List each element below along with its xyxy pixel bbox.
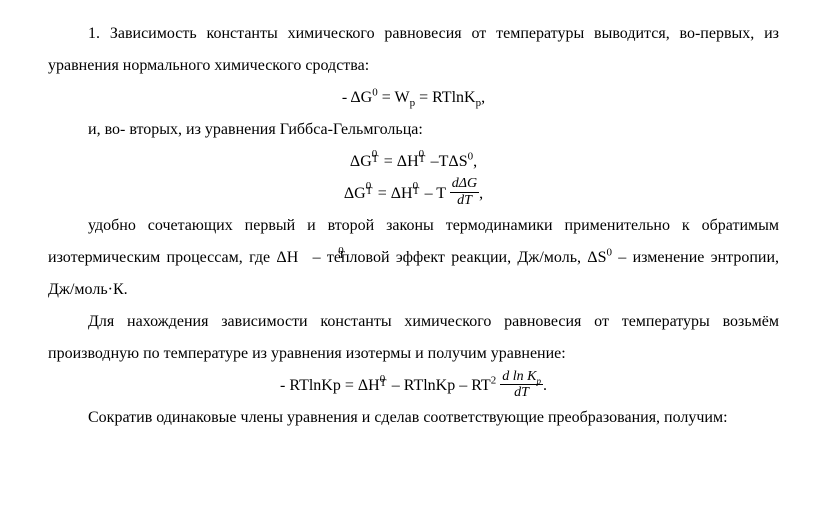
para-4: Для нахождения зависимости константы хим… <box>48 306 779 370</box>
eq2-b: = ΔH <box>380 153 419 170</box>
eq3-d: , <box>479 185 483 202</box>
para-3: удобно сочетающих первый и второй законы… <box>48 210 779 306</box>
equation-1: - ΔG0 = Wp = RTlnKp, <box>48 82 779 114</box>
eq4-d: . <box>543 377 547 394</box>
eq3-c: – T <box>421 185 450 202</box>
equation-2: ΔG0T = ΔH0T –TΔS0, <box>48 146 779 178</box>
eq3-a-ss: 0T <box>366 182 374 198</box>
eq3-a: ΔG <box>344 185 366 202</box>
p3-b: – тепловой эффект реакции, Дж/моль, ΔS <box>306 249 606 266</box>
equation-3: ΔG0T = ΔH0T – T dΔGdT, <box>48 178 779 210</box>
eq3-b: = ΔH <box>374 185 413 202</box>
eq1-after: , <box>481 89 485 106</box>
para-5: Сократив одинаковые члены уравнения и сд… <box>48 402 779 434</box>
para-1: 1. Зависимость константы химического рав… <box>48 18 779 82</box>
eq2-a-ss: 0T <box>372 150 380 166</box>
equation-4: - RTlnKp = ΔH0T – RTlnKp – RT2 d ln KpdT… <box>48 370 779 402</box>
eq2-c: –TΔS <box>427 153 468 170</box>
eq4-b: – RTlnKp – RT <box>388 377 491 394</box>
eq4-fraction: d ln KpdT <box>500 369 543 401</box>
eq4-a: - RTlnKp = ΔH <box>280 377 380 394</box>
eq1-mid1: = W <box>378 89 410 106</box>
eq2-a: ΔG <box>350 153 372 170</box>
eq3-b-ss: 0T <box>413 182 421 198</box>
eq1-mid2: = RTlnK <box>415 89 476 106</box>
eq3-fraction: dΔGdT <box>450 176 479 208</box>
para-2: и, во- вторых, из уравнения Гиббса-Гельм… <box>48 114 779 146</box>
eq2-b-ss: 0T <box>419 150 427 166</box>
p3-ss: 0T <box>298 246 306 262</box>
eq4-a-ss: 0T <box>380 374 388 390</box>
eq1-lhs: - ΔG <box>342 89 372 106</box>
eq2-d: , <box>473 153 477 170</box>
